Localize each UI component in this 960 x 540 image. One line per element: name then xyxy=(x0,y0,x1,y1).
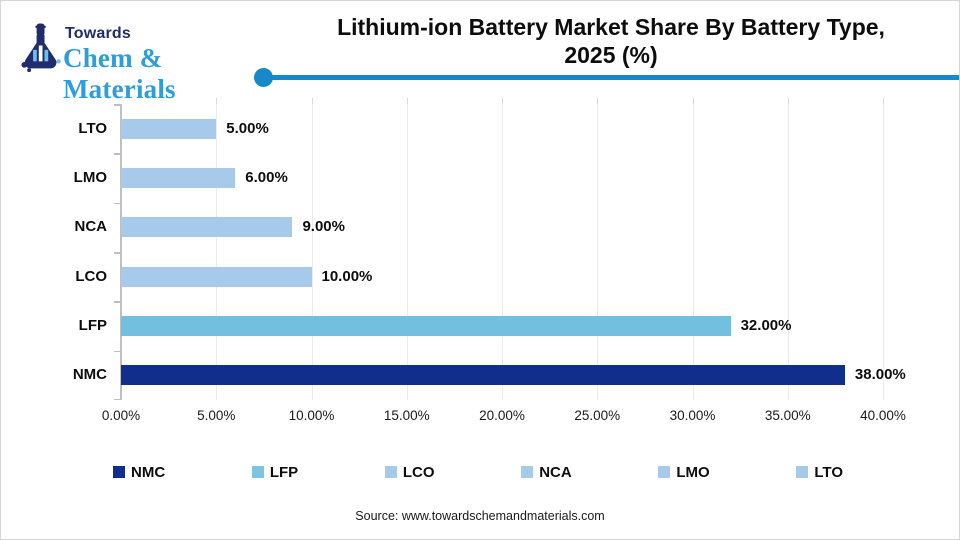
gridline xyxy=(502,104,503,400)
legend-label: LCO xyxy=(402,463,435,481)
legend-label: LMO xyxy=(676,463,710,481)
x-tick-label: 40.00% xyxy=(860,408,906,423)
gridline xyxy=(406,104,408,400)
y-axis-tick xyxy=(114,104,120,106)
y-axis-tick xyxy=(114,350,120,353)
value-label: 6.00% xyxy=(245,169,288,186)
x-tick-label: 10.00% xyxy=(288,408,335,423)
chart-title-line1: Lithium-ion Battery Market Share By Batt… xyxy=(337,14,885,40)
legend-label: NCA xyxy=(539,463,572,481)
legend-label: LFP xyxy=(269,463,299,481)
x-tick-label: 5.00% xyxy=(197,408,236,423)
y-axis-tick xyxy=(114,398,120,400)
legend-swatch xyxy=(796,466,809,478)
category-label: NCA xyxy=(74,218,108,236)
logo-text-chem-materials: Chem & Materials xyxy=(63,43,176,104)
grid-top-tick xyxy=(692,98,694,104)
brand-logo: Towards Chem & Materials xyxy=(17,19,267,104)
grid-top-tick xyxy=(787,98,789,104)
legend-swatch xyxy=(521,466,534,478)
flask-icon xyxy=(21,23,61,73)
grid-top-tick xyxy=(597,98,599,104)
x-tick-label: 35.00% xyxy=(764,408,811,423)
bar-row: NMC 38.00% xyxy=(73,365,906,386)
bar-lmo xyxy=(121,168,236,188)
chart-title: Lithium-ion Battery Market Share By Batt… xyxy=(271,13,951,69)
x-tick-label: 20.00% xyxy=(479,408,525,423)
source-note: Source: www.towardschemandmaterials.com xyxy=(355,509,605,523)
x-tick-label: 25.00% xyxy=(574,408,621,423)
chart-title-line2: 2025 (%) xyxy=(564,42,658,68)
bar-row: LMO 6.00% xyxy=(74,168,883,188)
gridline xyxy=(597,104,599,400)
title-underline xyxy=(264,75,959,80)
logo-text-towards: Towards xyxy=(65,25,132,42)
legend-item-lto: LTO xyxy=(796,464,843,481)
bar-lco xyxy=(121,266,312,287)
legend-item-lco: LCO xyxy=(384,463,435,481)
legend-item-lfp: LFP xyxy=(251,463,299,481)
gridline xyxy=(787,104,789,400)
bar-row: LFP 32.00% xyxy=(79,316,883,336)
x-tick-label: 30.00% xyxy=(669,408,716,423)
value-label: 38.00% xyxy=(854,366,906,384)
legend-swatch xyxy=(658,466,671,478)
y-axis-tick xyxy=(114,252,120,254)
grid-top-tick xyxy=(883,98,884,104)
category-label: LMO xyxy=(73,169,107,186)
bar-row: NCA 9.00% xyxy=(75,217,883,238)
grid-top-tick xyxy=(311,98,313,104)
y-axis-tick xyxy=(114,301,120,303)
grid-top-tick xyxy=(406,98,408,104)
value-label: 9.00% xyxy=(302,218,345,236)
x-tick-label: 15.00% xyxy=(383,408,430,423)
x-axis-labels: 0.00% 5.00% 10.00% 15.00% 20.00% 25.00% 30.00%… xyxy=(102,408,906,426)
grid-top-tick xyxy=(216,98,218,104)
value-label: 5.00% xyxy=(226,119,269,137)
legend-swatch xyxy=(384,466,397,478)
category-label: NMC xyxy=(72,366,107,384)
gridline xyxy=(311,104,313,400)
plot-area: LTO 5.00% LMO 6.00% NCA 9.00% LCO 10.00% LFP 32.0… xyxy=(73,98,906,400)
category-label: LCO xyxy=(75,267,107,285)
bar-nmc xyxy=(121,365,845,386)
x-tick-label: 0.00% xyxy=(101,408,141,423)
legend-item-nmc: NMC xyxy=(113,464,165,481)
legend-label: NMC xyxy=(131,463,166,481)
legend-item-nca: NCA xyxy=(521,464,572,481)
bar-lto xyxy=(121,118,217,139)
legend-swatch xyxy=(251,466,264,478)
bar-row: LTO 5.00% xyxy=(78,118,883,139)
gridline xyxy=(883,104,884,400)
y-axis-tick xyxy=(114,202,120,205)
bar-row: LCO 10.00% xyxy=(75,266,883,287)
gridline xyxy=(216,104,218,400)
legend: NMC LFP LCO NCA LMO LTO xyxy=(113,463,843,481)
y-axis-line xyxy=(120,104,122,400)
bar-nca xyxy=(121,217,293,238)
grid-top-tick xyxy=(502,98,503,104)
legend-swatch xyxy=(113,466,125,478)
bar-lfp xyxy=(121,316,731,336)
y-axis-tick xyxy=(114,153,120,155)
category-label: LTO xyxy=(78,119,107,137)
title-underline-dot xyxy=(254,68,273,87)
value-label: 32.00% xyxy=(740,317,792,334)
value-label: 10.00% xyxy=(321,267,373,285)
gridline xyxy=(692,104,694,400)
legend-item-lmo: LMO xyxy=(658,463,710,481)
legend-label: LTO xyxy=(814,463,843,481)
category-label: LFP xyxy=(78,317,107,334)
